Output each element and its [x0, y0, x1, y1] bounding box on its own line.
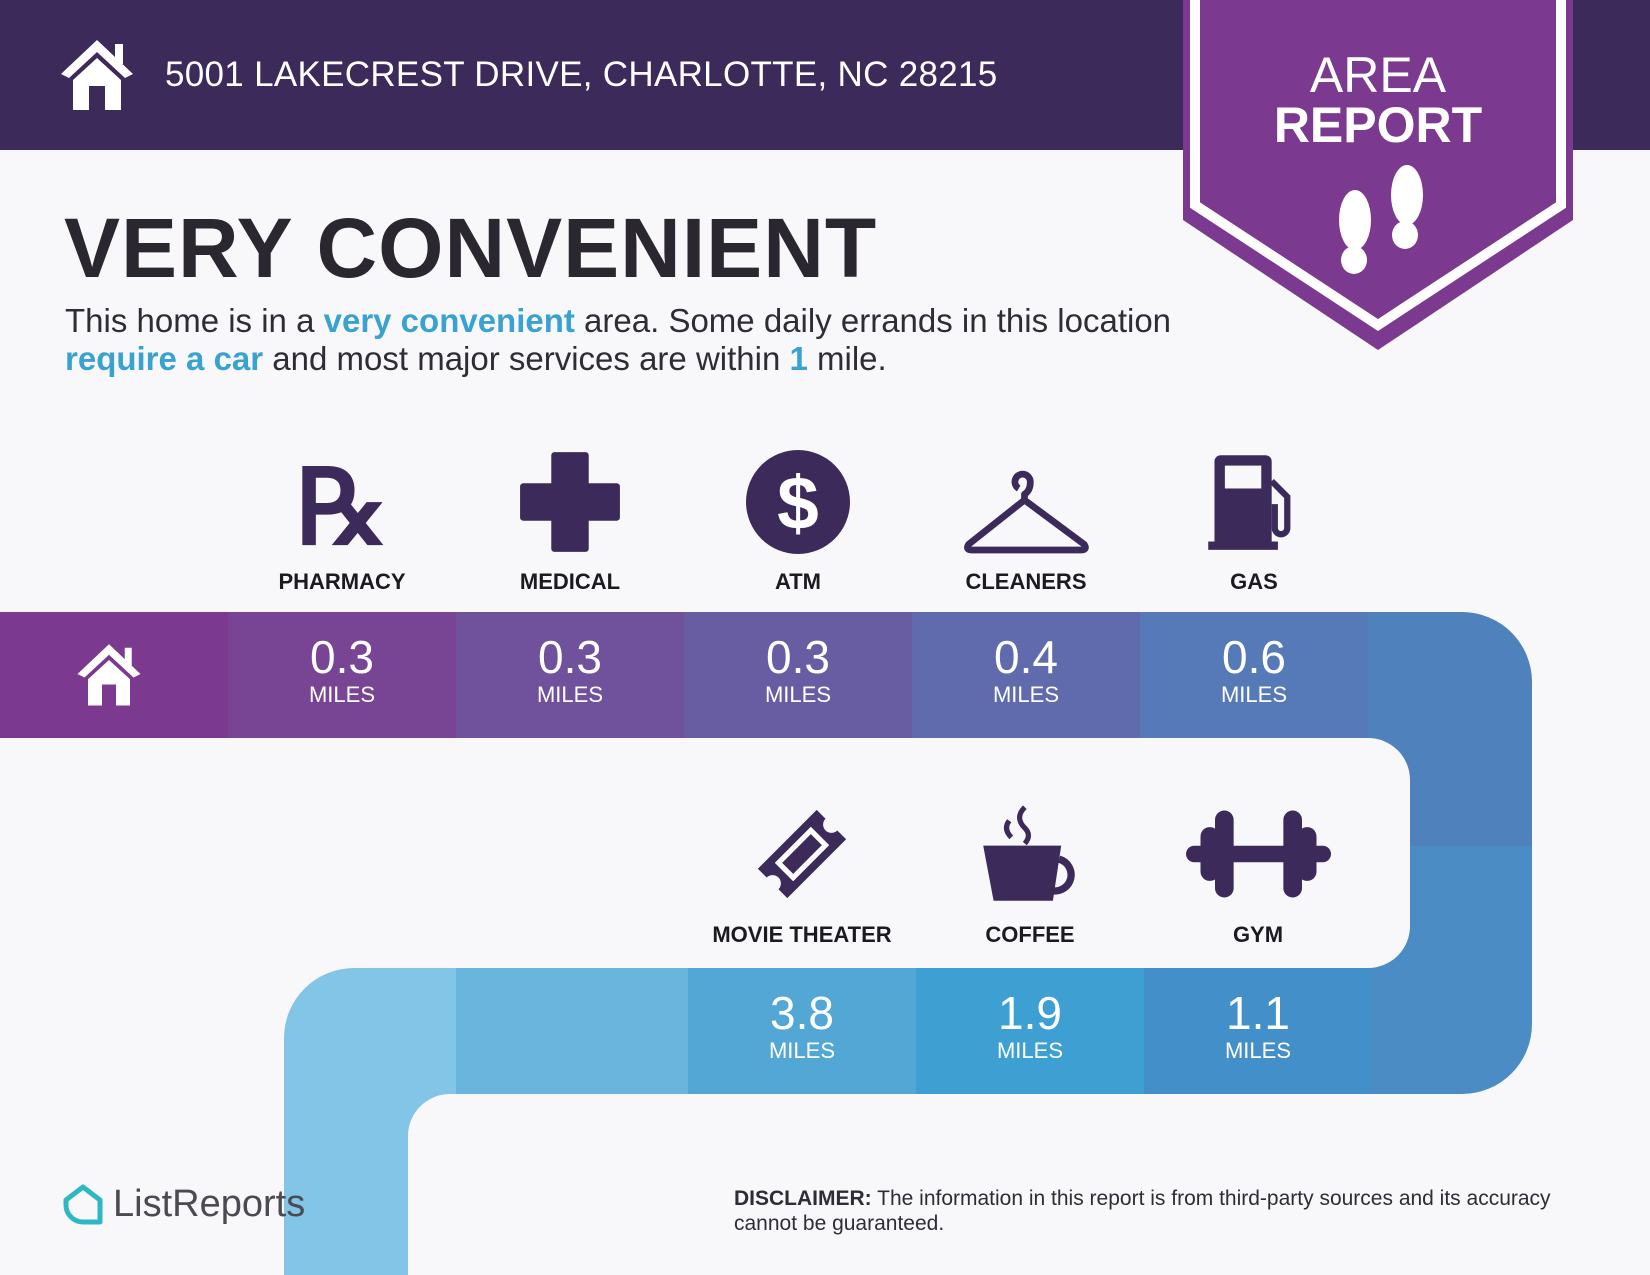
- amenity-label: COFFEE: [985, 922, 1075, 947]
- rating-description: This home is in a very convenient area. …: [65, 302, 1172, 377]
- distance-value: 3.8 MILES: [768, 987, 836, 1063]
- distance-cell: [916, 968, 1144, 1094]
- footprints-icon: [1339, 165, 1423, 274]
- listreports-logo: ListReports: [63, 1183, 305, 1226]
- amenity-label: GYM: [1232, 922, 1284, 947]
- distance-value: 0.4 MILES: [992, 631, 1060, 707]
- distance-cell: [912, 612, 1140, 738]
- dumbbell-icon: [1144, 802, 1372, 911]
- distance-cell: [1144, 968, 1372, 1094]
- amenity-label: PHARMACY: [278, 569, 406, 594]
- svg-text:$: $: [777, 461, 819, 545]
- badge-line2: REPORT: [1273, 97, 1483, 153]
- badge-title: AREA REPORT: [1183, 50, 1573, 150]
- area-report-badge: [1183, 0, 1573, 350]
- distance-value: 1.9 MILES: [996, 987, 1064, 1063]
- dollar-icon: $: [684, 450, 912, 559]
- home-icon: [61, 40, 133, 110]
- distance-value: 0.6 MILES: [1220, 631, 1288, 707]
- amenity-label: CLEANERS: [965, 569, 1087, 594]
- logo-text: ListReports: [113, 1183, 306, 1225]
- distance-value: 1.1 MILES: [1224, 987, 1292, 1063]
- home-icon: [77, 644, 141, 706]
- svg-text:℞: ℞: [295, 451, 388, 554]
- gas-pump-icon: [1140, 450, 1368, 559]
- coffee-icon: [916, 802, 1144, 911]
- amenity-label: MEDICAL: [519, 569, 621, 594]
- listreports-logo-icon: [63, 1184, 103, 1224]
- amenity-label: GAS: [1230, 569, 1278, 594]
- page-title: VERY CONVENIENT: [64, 201, 878, 295]
- distance-cell: [688, 968, 916, 1094]
- hanger-icon: [912, 450, 1140, 559]
- amenity-label: MOVIE THEATER: [712, 922, 892, 947]
- distance-cell: [456, 612, 684, 738]
- disclaimer: DISCLAIMER: The information in this repo…: [734, 1187, 1551, 1235]
- distance-value: 0.3 MILES: [764, 631, 832, 707]
- distance-value: 0.3 MILES: [536, 631, 604, 707]
- rx-icon: ℞: [228, 450, 456, 567]
- distance-cell: [228, 612, 456, 738]
- medical-cross-icon: [456, 450, 684, 559]
- badge-line1: AREA: [1309, 47, 1447, 103]
- ticket-icon: [688, 802, 916, 911]
- distance-cell: [684, 612, 912, 738]
- property-address: 5001 LAKECREST DRIVE, CHARLOTTE, NC 2821…: [165, 55, 998, 94]
- distance-value: 0.3 MILES: [308, 631, 376, 707]
- amenity-label: ATM: [774, 569, 822, 594]
- distance-cell: [1140, 612, 1368, 738]
